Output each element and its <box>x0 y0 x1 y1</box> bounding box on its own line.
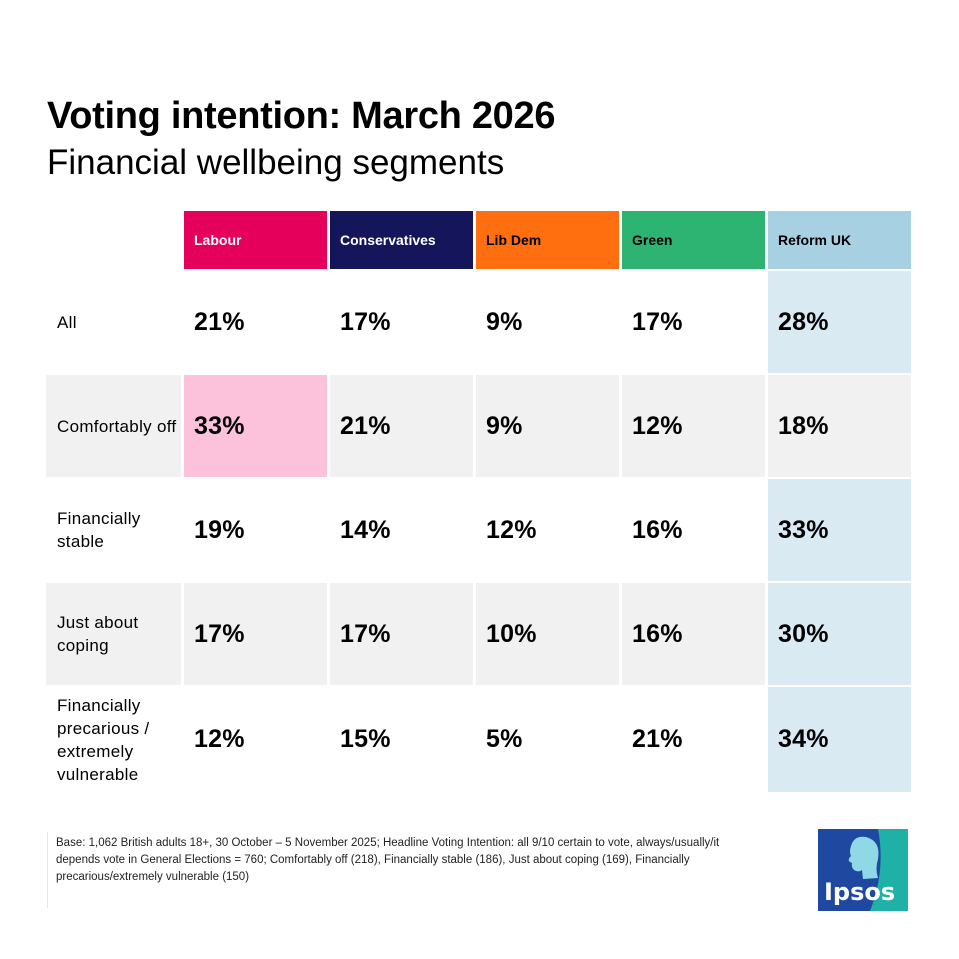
voting-intention-table: Labour Conservatives Lib Dem Green Reform UK… <box>46 211 911 792</box>
data-cell-reform-uk: 28% <box>768 271 911 373</box>
row-label: All <box>46 271 181 373</box>
chart-title: Voting intention: March 2026 <box>47 95 556 137</box>
row-label: Comfortably off <box>46 375 181 477</box>
data-cell-labour: 33% <box>184 375 327 477</box>
data-cell-reform-uk: 30% <box>768 583 911 685</box>
base-footnote: Base: 1,062 British adults 18+, 30 Octob… <box>47 832 747 908</box>
data-cell-lib-dem: 5% <box>476 687 619 792</box>
data-cell-lib-dem: 12% <box>476 479 619 581</box>
data-cell-labour: 19% <box>184 479 327 581</box>
ipsos-logo-graphic: Ipsos <box>818 829 908 911</box>
data-cell-labour: 17% <box>184 583 327 685</box>
data-cell-conservatives: 15% <box>330 687 473 792</box>
data-cell-conservatives: 14% <box>330 479 473 581</box>
row-label: Financially stable <box>46 479 181 581</box>
column-header-lib-dem: Lib Dem <box>476 211 619 269</box>
data-cell-lib-dem: 9% <box>476 375 619 477</box>
ipsos-logo: Ipsos <box>818 829 908 911</box>
ipsos-logo-text: Ipsos <box>824 878 895 906</box>
data-cell-green: 21% <box>622 687 765 792</box>
data-cell-reform-uk: 34% <box>768 687 911 792</box>
chart-subtitle: Financial wellbeing segments <box>47 143 505 182</box>
data-cell-green: 16% <box>622 479 765 581</box>
column-header-reform-uk: Reform UK <box>768 211 911 269</box>
data-cell-lib-dem: 9% <box>476 271 619 373</box>
data-cell-conservatives: 21% <box>330 375 473 477</box>
data-cell-green: 12% <box>622 375 765 477</box>
data-cell-reform-uk: 18% <box>768 375 911 477</box>
data-cell-conservatives: 17% <box>330 271 473 373</box>
data-cell-lib-dem: 10% <box>476 583 619 685</box>
table-corner <box>46 211 181 269</box>
data-cell-reform-uk: 33% <box>768 479 911 581</box>
column-header-conservatives: Conservatives <box>330 211 473 269</box>
data-cell-conservatives: 17% <box>330 583 473 685</box>
data-cell-labour: 12% <box>184 687 327 792</box>
row-label: Just about coping <box>46 583 181 685</box>
data-cell-green: 17% <box>622 271 765 373</box>
column-header-labour: Labour <box>184 211 327 269</box>
data-cell-labour: 21% <box>184 271 327 373</box>
data-cell-green: 16% <box>622 583 765 685</box>
row-label: Financially precarious / extremely vulne… <box>46 687 181 792</box>
column-header-green: Green <box>622 211 765 269</box>
